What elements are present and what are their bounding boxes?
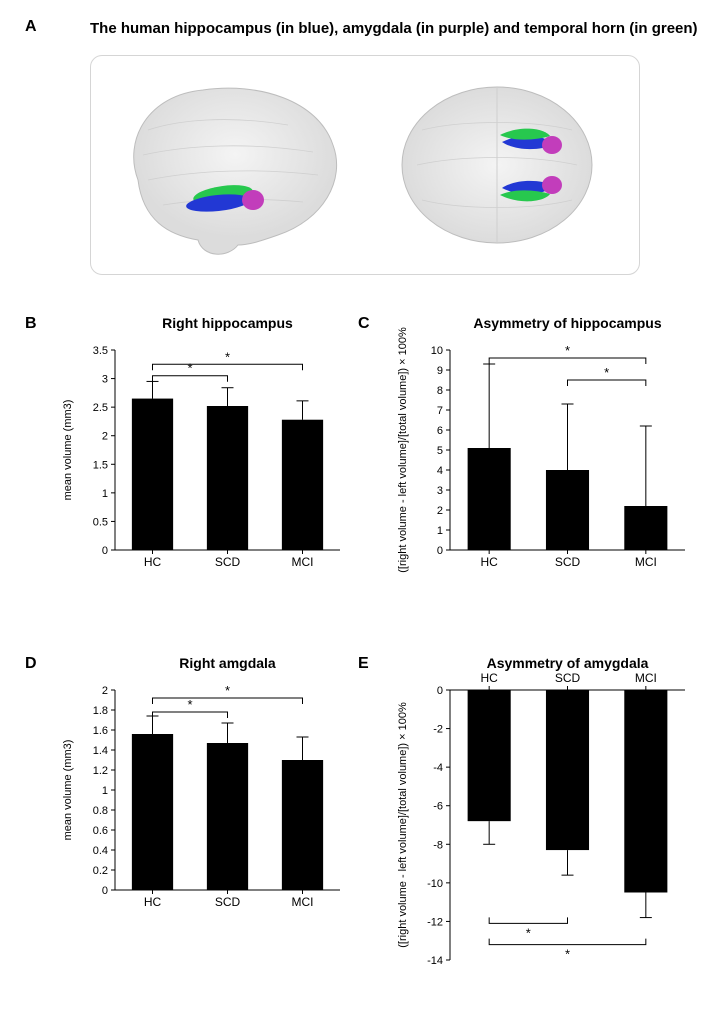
svg-text:1: 1 xyxy=(437,525,443,537)
panel-c-label: C xyxy=(358,315,370,333)
svg-text:9: 9 xyxy=(437,365,443,377)
svg-text:mean volume (mm3): mean volume (mm3) xyxy=(62,400,74,501)
brain-illustration-box xyxy=(90,55,640,275)
svg-text:-8: -8 xyxy=(433,839,443,851)
brain-outline-icon xyxy=(134,88,337,254)
svg-text:-6: -6 xyxy=(433,801,443,813)
svg-text:*: * xyxy=(526,925,531,940)
panel-e-chart: Asymmetry of amygdala -14 -12 -10 -8 -6 -4 -2 0 (… xyxy=(390,650,700,1000)
svg-text:([right volume - left volume]/: ([right volume - left volume]/[total vol… xyxy=(397,327,409,573)
amygdala-right-icon xyxy=(542,136,562,154)
svg-text:1: 1 xyxy=(102,785,108,797)
svg-text:([right volume - left volume]/: ([right volume - left volume]/[total vol… xyxy=(397,702,409,948)
svg-text:SCD: SCD xyxy=(555,555,581,569)
svg-text:0: 0 xyxy=(437,685,443,697)
svg-text:3: 3 xyxy=(437,485,443,497)
svg-text:MCI: MCI xyxy=(635,671,657,685)
svg-text:*: * xyxy=(225,349,230,364)
svg-text:*: * xyxy=(565,947,570,962)
svg-text:3: 3 xyxy=(102,374,108,386)
svg-text:-2: -2 xyxy=(433,724,443,736)
svg-text:8: 8 xyxy=(437,385,443,397)
panel-d-label: D xyxy=(25,655,37,673)
svg-text:2: 2 xyxy=(102,685,108,697)
svg-text:1.8: 1.8 xyxy=(93,705,108,717)
svg-text:1.4: 1.4 xyxy=(93,745,108,757)
panel-a-title: The human hippocampus (in blue), amygdal… xyxy=(90,20,698,37)
svg-text:Right amgdala: Right amgdala xyxy=(179,655,276,671)
svg-text:SCD: SCD xyxy=(215,555,241,569)
svg-text:HC: HC xyxy=(480,555,498,569)
svg-text:3.5: 3.5 xyxy=(93,345,108,357)
svg-text:1.2: 1.2 xyxy=(93,765,108,777)
svg-text:6: 6 xyxy=(437,425,443,437)
svg-text:0.6: 0.6 xyxy=(93,825,108,837)
svg-text:*: * xyxy=(604,365,609,380)
svg-text:MCI: MCI xyxy=(292,895,314,909)
svg-text:2: 2 xyxy=(102,431,108,443)
svg-text:10: 10 xyxy=(431,345,443,357)
svg-text:HC: HC xyxy=(144,895,162,909)
panel-b-chart: Right hippocampus 0 0.5 1 1.5 2 2.5 3 3.5 mean vo… xyxy=(55,310,355,590)
svg-text:HC: HC xyxy=(480,671,498,685)
svg-text:-10: -10 xyxy=(427,878,443,890)
svg-text:Asymmetry of amygdala: Asymmetry of amygdala xyxy=(487,655,649,671)
svg-text:Asymmetry of hippocampus: Asymmetry of hippocampus xyxy=(473,315,661,331)
svg-text:-12: -12 xyxy=(427,916,443,928)
svg-text:1.5: 1.5 xyxy=(93,459,108,471)
amygdala-icon xyxy=(242,190,264,210)
svg-text:7: 7 xyxy=(437,405,443,417)
svg-text:0: 0 xyxy=(102,885,108,897)
panel-e-label: E xyxy=(358,655,369,673)
svg-text:Right hippocampus: Right hippocampus xyxy=(162,315,293,331)
svg-text:2.5: 2.5 xyxy=(93,402,108,414)
svg-text:SCD: SCD xyxy=(555,671,581,685)
svg-text:1: 1 xyxy=(102,488,108,500)
svg-text:1.6: 1.6 xyxy=(93,725,108,737)
svg-text:*: * xyxy=(187,697,192,712)
svg-text:*: * xyxy=(187,361,192,376)
svg-text:2: 2 xyxy=(437,505,443,517)
svg-text:0: 0 xyxy=(437,545,443,557)
brain-superior-svg xyxy=(372,70,622,260)
svg-text:0.8: 0.8 xyxy=(93,805,108,817)
amygdala-left-icon xyxy=(542,176,562,194)
svg-text:mean volume (mm3): mean volume (mm3) xyxy=(62,740,74,841)
svg-text:-14: -14 xyxy=(427,955,443,967)
panel-a-label: A xyxy=(25,18,37,36)
brain-lateral-svg xyxy=(108,70,358,260)
svg-text:-4: -4 xyxy=(433,762,443,774)
svg-text:5: 5 xyxy=(437,445,443,457)
svg-text:0.4: 0.4 xyxy=(93,845,108,857)
svg-text:0.2: 0.2 xyxy=(93,865,108,877)
svg-text:HC: HC xyxy=(144,555,162,569)
svg-text:MCI: MCI xyxy=(292,555,314,569)
svg-text:*: * xyxy=(565,343,570,358)
svg-text:MCI: MCI xyxy=(635,555,657,569)
panel-b-label: B xyxy=(25,315,37,333)
panel-d-chart: Right amgdala 0 0.2 0.4 0.6 0.8 1 1.2 1.4 1.6 1.8 2… xyxy=(55,650,355,930)
svg-text:*: * xyxy=(225,683,230,698)
svg-text:4: 4 xyxy=(437,465,443,477)
svg-text:0: 0 xyxy=(102,545,108,557)
svg-text:SCD: SCD xyxy=(215,895,241,909)
panel-c-chart: Asymmetry of hippocampus 0 1 2 3 4 5 6 7 8 9 10 ([ri… xyxy=(390,310,700,590)
svg-text:0.5: 0.5 xyxy=(93,516,108,528)
